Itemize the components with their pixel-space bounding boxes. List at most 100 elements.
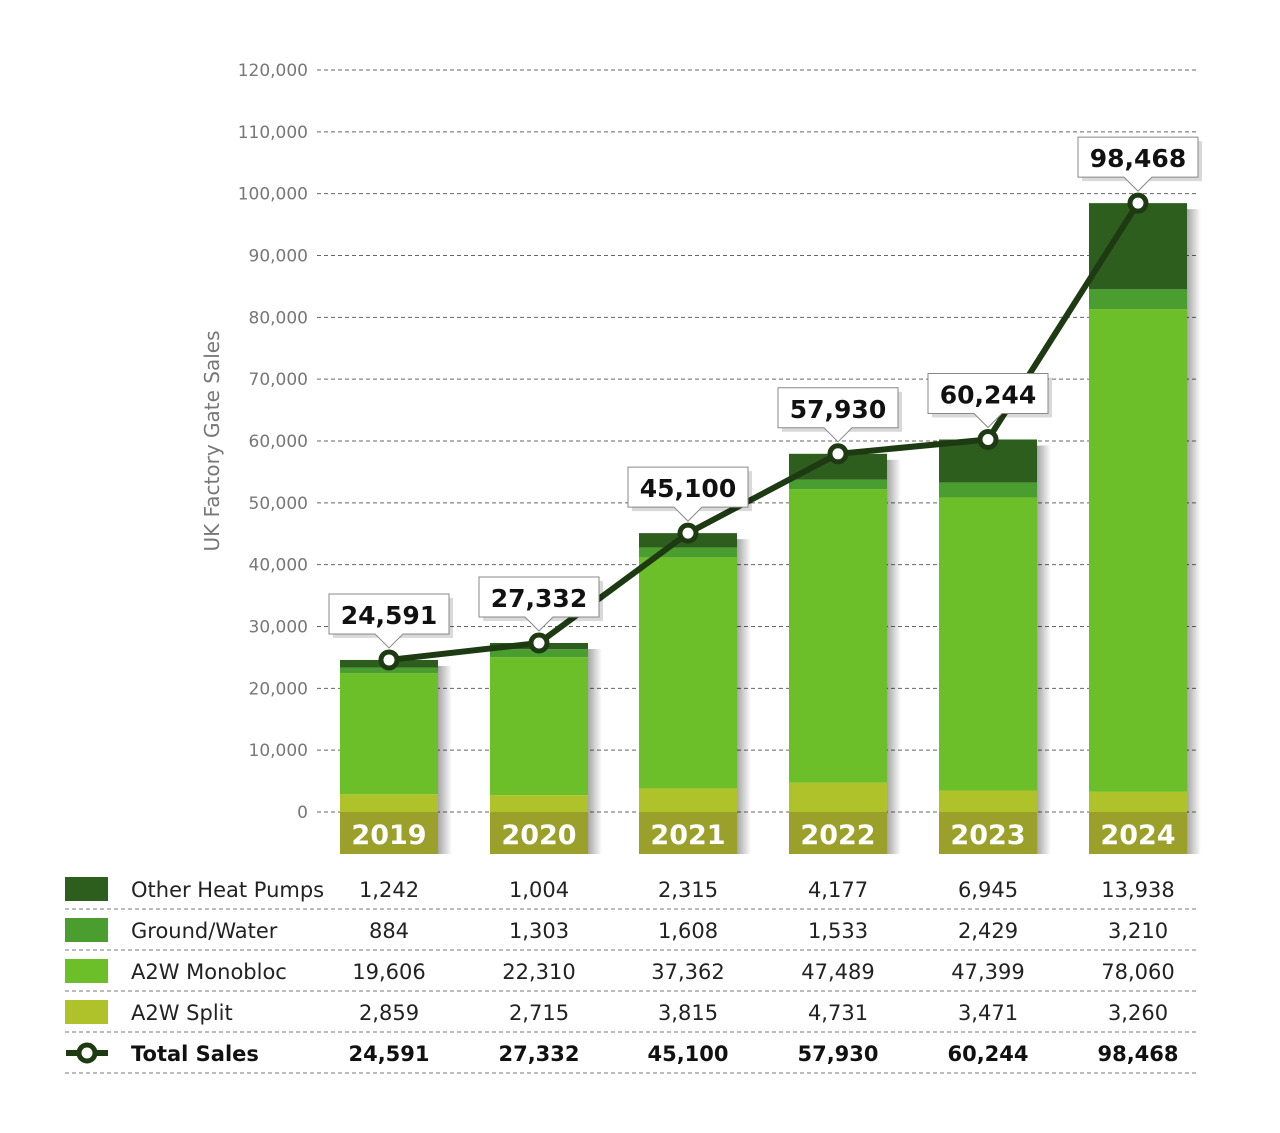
year-label-box — [490, 812, 588, 854]
callout-box — [777, 387, 899, 443]
legend-label: Other Heat Pumps — [131, 878, 324, 902]
bar-segment-ground-water — [789, 479, 887, 490]
table-cell: 6,945 — [958, 878, 1018, 902]
bar-segment-ground-water — [639, 547, 737, 558]
legend-swatch — [65, 918, 108, 942]
y-tick-label: 10,000 — [249, 741, 308, 761]
y-tick-label: 70,000 — [249, 370, 308, 390]
table-cell: 2,429 — [958, 919, 1018, 943]
callout-box — [1077, 136, 1199, 192]
bar-shadow — [1037, 445, 1051, 854]
total-value-callout: 45,100 — [640, 474, 736, 503]
legend-swatch — [65, 877, 108, 901]
table-cell: 47,399 — [951, 960, 1024, 984]
total-data-point — [378, 649, 400, 671]
y-tick-label: 60,000 — [249, 432, 308, 452]
total-data-point — [977, 428, 999, 450]
bar-segment-a2w-split — [789, 782, 887, 812]
bar-segment-a2w-monobloc — [340, 673, 438, 795]
table-cell: 1,608 — [658, 919, 718, 943]
y-tick-label: 80,000 — [249, 308, 308, 328]
total-value-callout: 98,468 — [1090, 144, 1186, 173]
total-data-point — [528, 632, 550, 654]
total-data-point — [1127, 192, 1149, 214]
total-data-point — [827, 443, 849, 465]
table-cell: 884 — [369, 919, 409, 943]
y-tick-label: 110,000 — [238, 123, 308, 143]
bar-shadow — [438, 665, 452, 854]
total-line-legend-icon — [76, 1042, 98, 1064]
table-cell: 1,303 — [509, 919, 569, 943]
legend-swatch — [65, 959, 108, 983]
year-label-box — [340, 812, 438, 854]
legend-swatch — [65, 1000, 108, 1024]
y-tick-label: 90,000 — [249, 247, 308, 267]
bar-segment-a2w-split — [340, 794, 438, 812]
table-cell: 3,471 — [958, 1001, 1018, 1025]
total-value-callout: 57,930 — [790, 395, 886, 424]
table-cell: 3,815 — [658, 1001, 718, 1025]
table-cell: 2,315 — [658, 878, 718, 902]
table-cell-total: 98,468 — [1097, 1042, 1178, 1066]
table-cell-total: 45,100 — [647, 1042, 728, 1066]
total-value-callout: 60,244 — [940, 380, 1036, 409]
bar-segment-other-heat-pumps — [1089, 203, 1187, 290]
table-cell-total: 57,930 — [797, 1042, 878, 1066]
table-cell: 13,938 — [1101, 878, 1174, 902]
year-label: 2023 — [950, 820, 1025, 851]
bar-segment-a2w-split — [1089, 791, 1187, 812]
year-label-box — [789, 812, 887, 854]
table-cell: 22,310 — [502, 960, 575, 984]
legend-label-total: Total Sales — [131, 1042, 259, 1066]
year-label: 2020 — [501, 820, 576, 851]
total-value-callout: 24,591 — [341, 601, 437, 630]
y-tick-label: 50,000 — [249, 494, 308, 514]
callout-box — [478, 576, 600, 632]
table-cell: 4,177 — [808, 878, 868, 902]
callout-box — [328, 593, 450, 649]
y-axis-label: UK Factory Gate Sales — [200, 330, 224, 551]
table-cell: 3,260 — [1108, 1001, 1168, 1025]
table-cell: 2,715 — [509, 1001, 569, 1025]
bar-shadow — [887, 459, 901, 854]
bar-shadow — [737, 539, 751, 854]
callout-box — [627, 466, 749, 522]
table-cell: 2,859 — [359, 1001, 419, 1025]
table-cell: 1,242 — [359, 878, 419, 902]
table-cell: 4,731 — [808, 1001, 868, 1025]
bar-segment-a2w-monobloc — [639, 557, 737, 789]
table-cell-total: 24,591 — [348, 1042, 429, 1066]
bar-segment-a2w-monobloc — [1089, 309, 1187, 792]
bar-segment-a2w-monobloc — [939, 497, 1037, 791]
bar-segment-ground-water — [1089, 289, 1187, 310]
total-value-callout: 27,332 — [491, 584, 587, 613]
y-tick-label: 40,000 — [249, 556, 308, 576]
callout-box — [927, 372, 1049, 429]
table-cell: 3,210 — [1108, 919, 1168, 943]
table-cell: 47,489 — [801, 960, 874, 984]
bar-segment-a2w-split — [639, 788, 737, 812]
bar-segment-a2w-monobloc — [789, 489, 887, 783]
bar-segment-ground-water — [939, 482, 1037, 498]
table-cell: 78,060 — [1101, 960, 1174, 984]
table-cell: 1,004 — [509, 878, 569, 902]
table-cell-total: 60,244 — [947, 1042, 1028, 1066]
legend-label: A2W Monobloc — [131, 960, 287, 984]
bar-segment-a2w-monobloc — [490, 657, 588, 796]
y-tick-label: 30,000 — [249, 618, 308, 638]
table-cell: 19,606 — [352, 960, 425, 984]
table-cell-total: 27,332 — [498, 1042, 579, 1066]
year-label: 2019 — [351, 820, 426, 851]
table-cell: 1,533 — [808, 919, 868, 943]
y-tick-label: 120,000 — [238, 61, 308, 81]
bar-segment-a2w-split — [939, 790, 1037, 812]
year-label: 2024 — [1100, 820, 1175, 851]
y-tick-label: 20,000 — [249, 679, 308, 699]
year-label-box — [1089, 812, 1187, 854]
year-label-box — [939, 812, 1037, 854]
year-label-box — [639, 812, 737, 854]
y-tick-label: 100,000 — [238, 185, 308, 205]
bar-shadow — [588, 648, 602, 854]
year-label: 2022 — [800, 820, 875, 851]
